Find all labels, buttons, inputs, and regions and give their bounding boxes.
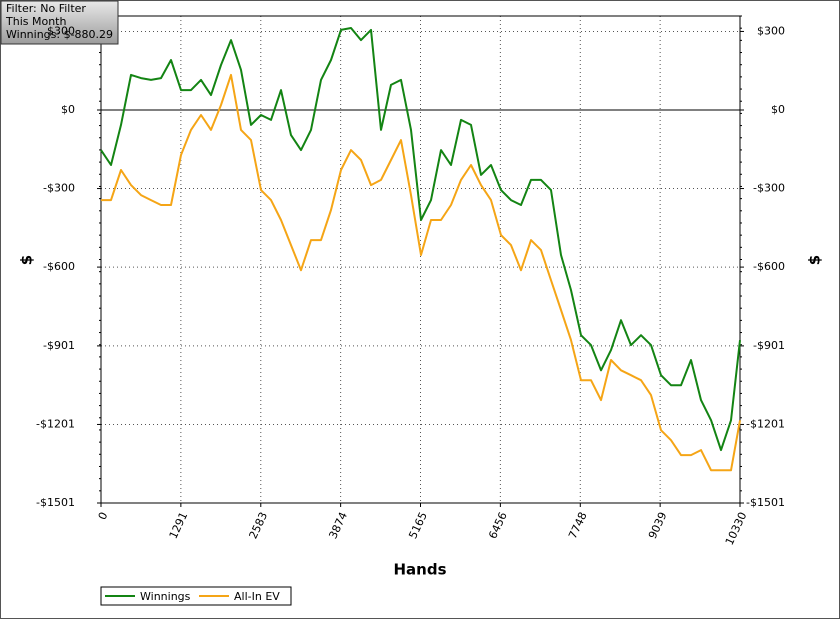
y2-tick-label: $0 — [771, 103, 785, 116]
y-tick-label: -$300 — [43, 182, 75, 195]
y-tick-label: $300 — [47, 24, 75, 37]
x-axis-title: Hands — [393, 561, 446, 579]
plot-layer — [97, 15, 744, 507]
x-tick-label: 0 — [96, 510, 111, 522]
y2-tick-label: -$1501 — [746, 496, 785, 509]
info-winnings: Winnings: $-880.29 — [6, 28, 113, 41]
y-tick-label: -$1501 — [36, 496, 75, 509]
legend-label: Winnings — [140, 590, 191, 603]
y-tick-label: -$600 — [43, 260, 75, 273]
y2-tick-label: -$1201 — [746, 417, 785, 430]
legend-box — [100, 586, 292, 606]
legend-label: All-In EV — [234, 590, 280, 603]
y-tick-label: -$901 — [43, 339, 75, 352]
info-period: This Month — [5, 15, 66, 28]
info-filter: Filter: No Filter — [6, 2, 86, 15]
y2-tick-label: -$300 — [753, 182, 785, 195]
y2-tick-label: -$600 — [753, 260, 785, 273]
series-line — [100, 27, 741, 452]
y-axis-title: $ — [18, 255, 36, 265]
info-box — [0, 0, 119, 45]
y2-tick-label: -$901 — [753, 339, 785, 352]
y-tick-label: -$1201 — [36, 417, 75, 430]
y-tick-label: $0 — [61, 103, 75, 116]
y2-tick-label: $300 — [757, 24, 785, 37]
plot-border — [100, 15, 741, 504]
series-line — [101, 73, 741, 472]
y2-axis-title: $ — [806, 255, 824, 265]
